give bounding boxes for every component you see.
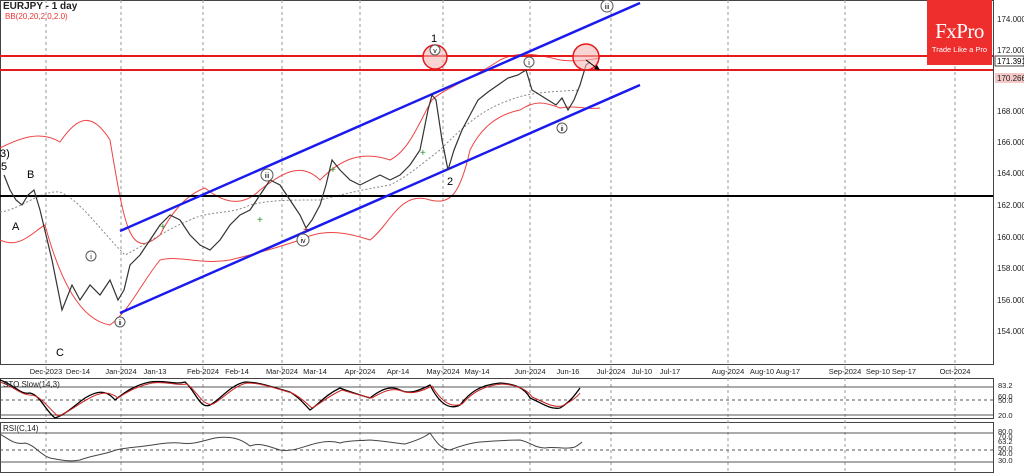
svg-text:50.0: 50.0	[998, 444, 1013, 453]
svg-text:v: v	[433, 48, 437, 55]
marker-price-tag	[995, 73, 1024, 83]
svg-text:Jan-13: Jan-13	[144, 367, 167, 376]
svg-text:160.000: 160.000	[997, 233, 1024, 242]
svg-text:Mar-2024: Mar-2024	[266, 367, 298, 376]
svg-text:iii: iii	[605, 4, 610, 11]
svg-text:Aug-10: Aug-10	[750, 367, 774, 376]
arrow-down-icon	[594, 65, 600, 70]
svg-text:A: A	[12, 221, 20, 233]
channel-lower	[119, 83, 641, 315]
svg-text:Oct-2024: Oct-2024	[940, 367, 971, 376]
bollinger-label: BB(20,20,2.0,2.0)	[5, 12, 68, 21]
svg-text:i: i	[528, 60, 530, 67]
svg-text:Aug-2024: Aug-2024	[712, 367, 745, 376]
svg-text:3): 3)	[0, 148, 10, 160]
price-axis: 174.000 172.000 166.000 164.000 162.000 …	[997, 15, 1024, 336]
roman-labels: i ii iii iv v i ii iii	[85, 0, 614, 328]
time-axis: Dec-2023 Dec-14 Jan-2024 Jan-13 Feb-2024…	[30, 367, 971, 376]
svg-text:i: i	[90, 254, 92, 261]
candles	[3, 61, 591, 313]
grid-lines	[45, 0, 956, 474]
svg-text:B: B	[27, 169, 34, 181]
channel-upper	[119, 1, 641, 233]
signal-markers: + + + + +	[160, 148, 426, 236]
svg-text:ii: ii	[560, 126, 564, 133]
svg-text:+: +	[160, 222, 166, 233]
svg-text:1: 1	[431, 33, 437, 45]
svg-text:Jun-16: Jun-16	[557, 367, 580, 376]
svg-text:168.000: 168.000	[997, 107, 1024, 116]
peak-circle-2	[572, 43, 600, 71]
svg-text:60.0: 60.0	[998, 392, 1013, 401]
svg-text:2: 2	[447, 176, 453, 188]
svg-text:83.2: 83.2	[998, 381, 1013, 390]
svg-text:164.000: 164.000	[997, 169, 1024, 178]
svg-text:iii: iii	[265, 173, 270, 180]
svg-text:+: +	[303, 225, 309, 236]
svg-text:174.000: 174.000	[997, 15, 1024, 24]
svg-text:Jul-2024: Jul-2024	[597, 367, 626, 376]
logo-name: FxPro	[935, 19, 984, 43]
svg-text:40.0: 40.0	[998, 449, 1013, 458]
stoch-pane	[0, 379, 993, 419]
svg-text:Apr-2024: Apr-2024	[345, 367, 376, 376]
svg-text:70.0: 70.0	[998, 432, 1013, 441]
svg-text:162.000: 162.000	[997, 201, 1024, 210]
svg-text:Jun-2024: Jun-2024	[514, 367, 545, 376]
svg-text:Aug-17: Aug-17	[776, 367, 800, 376]
svg-text:May-14: May-14	[464, 367, 489, 376]
svg-text:166.000: 166.000	[997, 138, 1024, 147]
svg-text:63.2: 63.2	[998, 437, 1013, 446]
svg-text:Dec-2023: Dec-2023	[30, 367, 63, 376]
svg-text:80.0: 80.0	[998, 427, 1013, 436]
rsi-label: RSI(C,14)	[3, 424, 39, 433]
wave-labels: 3) 5 B A C 1 2	[0, 33, 453, 359]
svg-text:20.0: 20.0	[998, 411, 1013, 420]
svg-text:Dec-14: Dec-14	[66, 367, 90, 376]
rsi-pane	[0, 432, 993, 463]
svg-text:Sep-17: Sep-17	[892, 367, 916, 376]
svg-text:30.0: 30.0	[998, 456, 1013, 465]
svg-text:ii: ii	[118, 320, 122, 327]
svg-text:158.000: 158.000	[997, 264, 1024, 273]
svg-text:Jul-17: Jul-17	[660, 367, 680, 376]
indicator-axis: 83.2 60.0 50.0 20.0 80.0 70.0 63.2 50.0 …	[998, 381, 1013, 465]
svg-text:156.000: 156.000	[997, 296, 1024, 305]
svg-text:+: +	[330, 165, 336, 176]
svg-text:Apr-14: Apr-14	[387, 367, 410, 376]
svg-text:50.0: 50.0	[998, 396, 1013, 405]
svg-text:C: C	[56, 347, 64, 359]
svg-text:5: 5	[1, 161, 7, 173]
logo-tagline: Trade Like a Pro	[931, 45, 988, 54]
svg-text:Sep-2024: Sep-2024	[829, 367, 862, 376]
svg-text:Sep-10: Sep-10	[866, 367, 890, 376]
stoch-label: STO Slow(14,3)	[3, 380, 60, 389]
current-price-tag	[994, 55, 1024, 67]
svg-text:May-2024: May-2024	[426, 367, 459, 376]
svg-text:172.000: 172.000	[997, 46, 1024, 55]
svg-text:Jan-2024: Jan-2024	[105, 367, 136, 376]
svg-text:170.266: 170.266	[997, 74, 1024, 83]
chart-title: EURJPY - 1 day	[3, 1, 78, 12]
svg-text:171.391: 171.391	[997, 57, 1024, 66]
svg-text:Feb-14: Feb-14	[225, 367, 249, 376]
fxpro-logo: FxPro Trade Like a Pro	[927, 0, 992, 65]
svg-text:154.000: 154.000	[997, 327, 1024, 336]
svg-text:+: +	[420, 148, 426, 159]
svg-text:Feb-2024: Feb-2024	[187, 367, 219, 376]
bollinger-bands	[0, 53, 601, 326]
svg-text:iv: iv	[300, 238, 306, 245]
svg-text:Mar-14: Mar-14	[303, 367, 327, 376]
svg-text:Jul-10: Jul-10	[632, 367, 652, 376]
svg-text:+: +	[257, 215, 263, 226]
